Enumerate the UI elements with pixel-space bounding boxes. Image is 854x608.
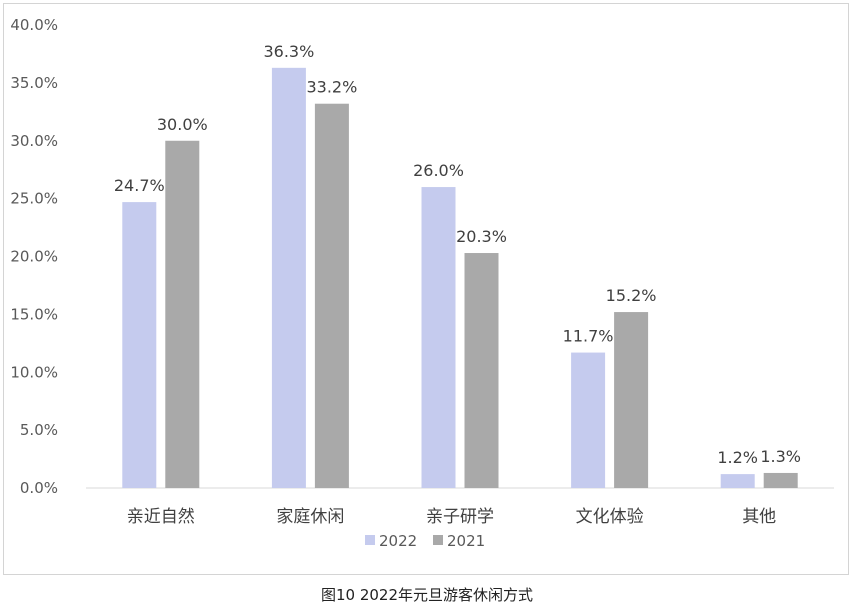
bar-2022 (421, 187, 456, 489)
data-label: 15.2% (606, 286, 657, 305)
category-label: 家庭休闲 (276, 507, 344, 527)
bar-2021 (165, 140, 200, 488)
y-tick-label: 35.0% (10, 74, 58, 92)
category-label: 亲子研学 (426, 507, 494, 527)
bar-2022 (271, 67, 306, 488)
data-label: 26.0% (413, 161, 464, 180)
category-label: 文化体验 (576, 507, 644, 527)
legend-label: 2022 (379, 532, 417, 550)
data-label: 20.3% (456, 227, 507, 246)
data-label: 36.3% (263, 42, 314, 61)
data-label: 1.2% (717, 448, 758, 467)
bar-chart: 0.0% 5.0% 10.0% 15.0% 20.0% 25.0% 30.0% 35.0% 40… (10, 16, 834, 550)
data-label: 1.3% (760, 447, 801, 466)
y-tick-label: 25.0% (10, 190, 58, 208)
data-label: 30.0% (157, 115, 208, 134)
legend-swatch-2021 (433, 535, 443, 545)
y-tick-label: 30.0% (10, 132, 58, 150)
data-label: 33.2% (306, 78, 357, 97)
bar-2021 (763, 472, 798, 488)
y-tick-label: 20.0% (10, 248, 58, 266)
y-tick-label: 15.0% (10, 305, 58, 323)
bar-2021 (314, 103, 349, 489)
y-tick-label: 40.0% (10, 16, 58, 34)
category-label: 亲近自然 (127, 507, 195, 527)
bar-2021 (464, 253, 499, 488)
data-label: 24.7% (114, 176, 165, 195)
bar-2021 (614, 312, 649, 488)
legend-label: 2021 (447, 532, 485, 550)
bar-2022 (571, 352, 606, 488)
category-label: 其他 (742, 507, 776, 527)
y-tick-label: 0.0% (20, 479, 58, 497)
y-tick-label: 10.0% (10, 363, 58, 381)
data-label: 11.7% (563, 327, 614, 346)
y-tick-label: 5.0% (20, 421, 58, 439)
figure-caption: 图10 2022年元旦游客休闲方式 (320, 586, 534, 604)
legend-swatch-2022 (365, 535, 375, 545)
bar-2022 (720, 474, 755, 488)
bar-2022 (122, 202, 157, 488)
